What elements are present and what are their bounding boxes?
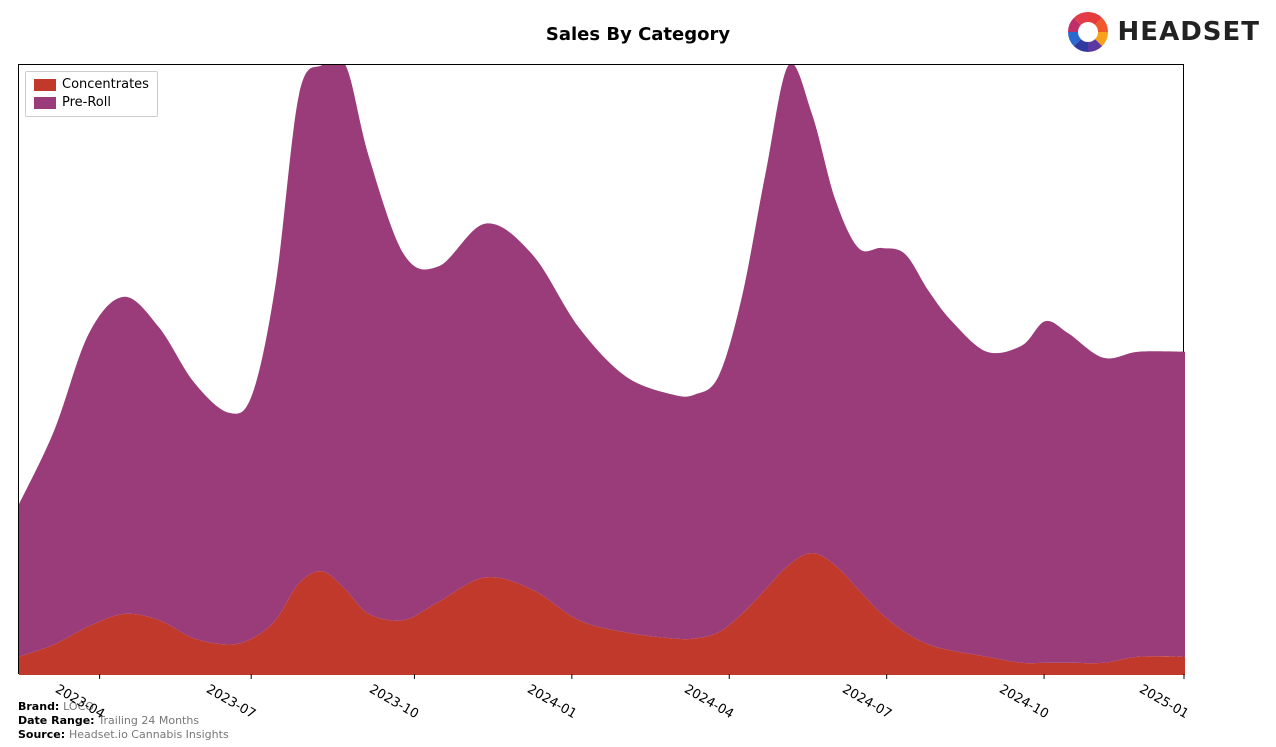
plot-area: ConcentratesPre-Roll: [18, 64, 1184, 674]
legend-item: Concentrates: [34, 76, 149, 94]
x-tick-label: 2023-10: [367, 682, 422, 722]
x-tick-label: 2024-10: [997, 682, 1052, 722]
area-pre-roll: [19, 65, 1185, 663]
x-tick-label: 2025-01: [1137, 682, 1192, 722]
x-tick-label: 2024-07: [839, 682, 894, 722]
chart-footer: Brand: LOCODate Range: Trailing 24 Month…: [18, 700, 229, 742]
footer-value: Trailing 24 Months: [98, 714, 199, 727]
footer-line: Brand: LOCO: [18, 700, 229, 714]
legend-item: Pre-Roll: [34, 94, 149, 112]
x-tick-label: 2024-01: [524, 682, 579, 722]
legend-label: Concentrates: [62, 76, 149, 94]
area-chart: [19, 65, 1185, 675]
legend-swatch: [34, 97, 56, 109]
footer-label: Brand:: [18, 700, 63, 713]
footer-value: Headset.io Cannabis Insights: [69, 728, 229, 741]
x-tick-label: 2024-04: [682, 682, 737, 722]
legend-label: Pre-Roll: [62, 94, 111, 112]
footer-line: Date Range: Trailing 24 Months: [18, 714, 229, 728]
footer-label: Date Range:: [18, 714, 98, 727]
page: HEADSET Sales By Category ConcentratesPr…: [0, 0, 1276, 747]
chart-title: Sales By Category: [0, 24, 1276, 45]
legend: ConcentratesPre-Roll: [25, 71, 158, 117]
footer-label: Source:: [18, 728, 69, 741]
legend-swatch: [34, 79, 56, 91]
footer-line: Source: Headset.io Cannabis Insights: [18, 728, 229, 742]
